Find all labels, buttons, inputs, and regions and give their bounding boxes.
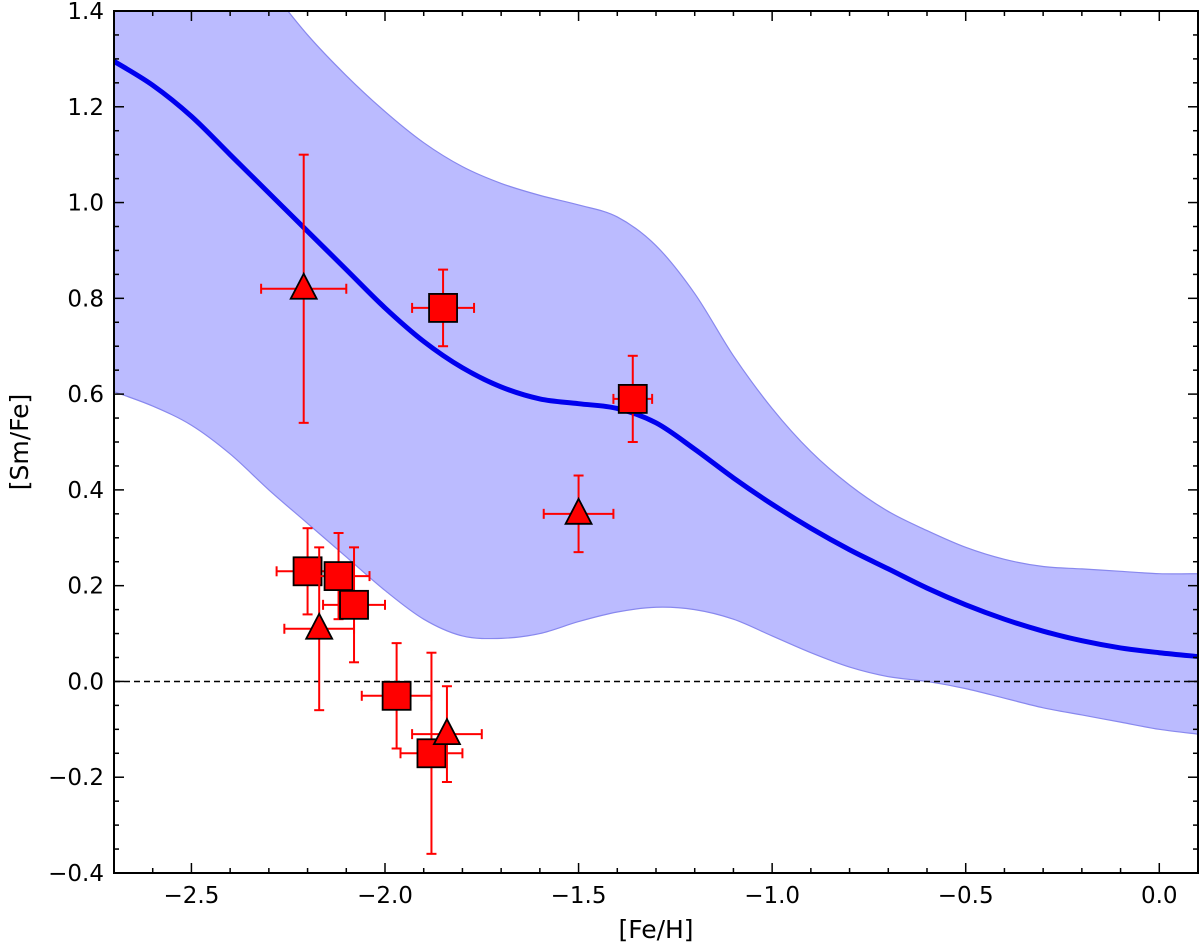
square-point [612, 354, 654, 443]
y-tick-label: 1.4 [67, 0, 104, 25]
triangle-marker [432, 717, 462, 746]
y-tick-label: 0.8 [67, 286, 104, 312]
model-curve [114, 58, 1198, 660]
x-axis-label: [Fe/H] [618, 915, 693, 944]
square-point [411, 268, 476, 348]
square-point [322, 546, 386, 664]
square-marker [339, 589, 369, 620]
y-tick-label: −0.4 [48, 861, 104, 887]
square-point [360, 642, 433, 750]
x-tick-label: −1.5 [551, 883, 607, 909]
y-axis-label: [Sm/Fe] [5, 394, 34, 491]
model-curve-line [114, 58, 1198, 660]
y-tick-label: 0.2 [67, 574, 104, 600]
x-tick-label: −2.5 [163, 883, 219, 909]
square-marker [617, 383, 648, 414]
x-tick-label: 0.0 [1141, 883, 1178, 909]
y-tick-label: 0.4 [67, 478, 104, 504]
square-marker [428, 293, 458, 323]
triangle-marker [289, 271, 319, 300]
triangle-point [283, 546, 356, 712]
triangle-point [542, 474, 615, 554]
y-tick-label: 1.2 [67, 95, 104, 121]
square-marker [323, 561, 354, 591]
x-tick-label: −2.0 [357, 883, 413, 909]
y-tick-label: 0.6 [67, 382, 104, 408]
data-points [260, 153, 654, 855]
x-tick-label: −1.0 [744, 883, 800, 909]
model-band-area [114, 11, 1198, 735]
axis-ticks: −2.5 −2.0 −1.5 −1.0 −0.5 0.0 −0.4 −0.2 0.0 0.2 0.4… [48, 0, 1199, 909]
x-tick-label: −0.5 [938, 883, 994, 909]
triangle-marker [304, 611, 334, 640]
triangle-marker [564, 496, 594, 525]
y-tick-label: −0.2 [48, 765, 104, 791]
square-marker [381, 680, 412, 711]
triangle-point [411, 685, 483, 784]
y-tick-label: 0.0 [67, 669, 104, 695]
model-band [114, 11, 1198, 735]
triangle-point [260, 153, 348, 424]
y-tick-label: 1.0 [67, 191, 104, 217]
